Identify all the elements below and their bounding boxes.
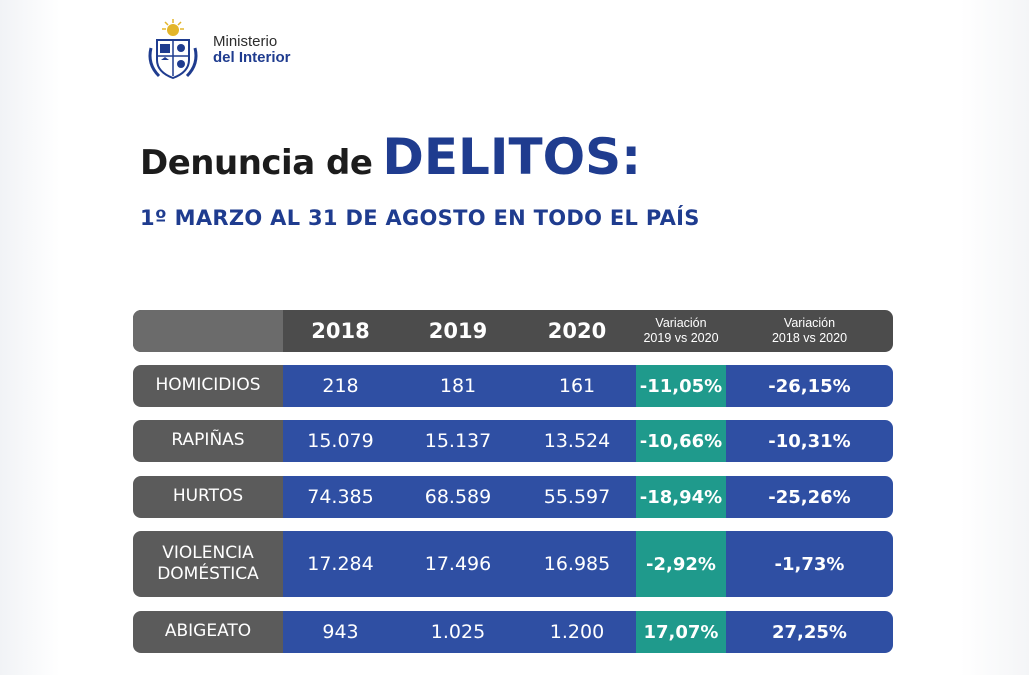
- cell-variation-19-20: -10,66%: [636, 420, 726, 462]
- cell-2020: 55.597: [518, 476, 636, 518]
- row-label: RAPIÑAS: [133, 420, 283, 462]
- brand-line-1: Ministerio: [213, 32, 278, 50]
- row-label: VIOLENCIA DOMÉSTICA: [133, 531, 283, 597]
- table-row: HURTOS 74.385 68.589 55.597 -18,94% -25,…: [133, 476, 893, 518]
- header-2018: 2018: [311, 319, 370, 343]
- row-label: HOMICIDIOS: [133, 365, 283, 407]
- chart-title: Denuncia de DELITOS:: [140, 128, 641, 186]
- cell-2018: 218: [283, 365, 398, 407]
- header-variation-label: Variación: [783, 316, 836, 330]
- cell-2019: 15.137: [398, 420, 518, 462]
- cell-2018: 74.385: [283, 476, 398, 518]
- header-variation-18-20: Variación 2018 vs 2020: [726, 310, 893, 352]
- header-blank-cell: [133, 310, 283, 352]
- background-fade-right: [960, 0, 1029, 675]
- header-variation-sub: 2018 vs 2020: [771, 331, 848, 345]
- header-variation-sub: 2019 vs 2020: [643, 331, 719, 345]
- table-row: ABIGEATO 943 1.025 1.200 17,07% 27,25%: [133, 611, 893, 653]
- cell-variation-19-20: -11,05%: [636, 365, 726, 407]
- cell-variation-18-20: -1,73%: [726, 531, 893, 597]
- title-emphasis: DELITOS:: [382, 128, 642, 186]
- cell-2019: 1.025: [398, 611, 518, 653]
- coat-of-arms-icon: [148, 19, 198, 80]
- cell-2019: 17.496: [398, 531, 518, 597]
- cell-2020: 13.524: [518, 420, 636, 462]
- cell-2019: 68.589: [398, 476, 518, 518]
- cell-variation-19-20: -2,92%: [636, 531, 726, 597]
- brand-line-2: del Interior: [213, 49, 291, 66]
- header-variation-label: Variación: [655, 316, 707, 330]
- cell-variation-19-20: -18,94%: [636, 476, 726, 518]
- chart-subtitle: 1º MARZO AL 31 DE AGOSTO EN TODO EL PAÍS: [140, 206, 700, 230]
- row-label: HURTOS: [133, 476, 283, 518]
- cell-variation-18-20: -25,26%: [726, 476, 893, 518]
- cell-2019: 181: [398, 365, 518, 407]
- cell-variation-18-20: -26,15%: [726, 365, 893, 407]
- cell-2018: 15.079: [283, 420, 398, 462]
- header-2019: 2019: [428, 319, 488, 343]
- table-row: HOMICIDIOS 218 181 161 -11,05% -26,15%: [133, 365, 893, 407]
- row-label: ABIGEATO: [133, 611, 283, 653]
- row-label-line-1: VIOLENCIA: [162, 542, 254, 563]
- table-header-row: 2018 2019 2020 Variación 2019 vs 2020 Va…: [133, 310, 893, 352]
- cell-2020: 16.985: [518, 531, 636, 597]
- cell-2020: 1.200: [518, 611, 636, 653]
- title-prefix: Denuncia de: [140, 143, 373, 183]
- cell-variation-18-20: 27,25%: [726, 611, 893, 653]
- background-fade-left: [0, 0, 60, 675]
- table-row: VIOLENCIA DOMÉSTICA 17.284 17.496 16.985…: [133, 531, 893, 597]
- ministry-logo: Ministerio del Interior: [143, 18, 291, 82]
- cell-2020: 161: [518, 365, 636, 407]
- table-row: RAPIÑAS 15.079 15.137 13.524 -10,66% -10…: [133, 420, 893, 462]
- cell-2018: 943: [283, 611, 398, 653]
- row-label-line-2: DOMÉSTICA: [157, 564, 259, 584]
- cell-variation-18-20: -10,31%: [726, 420, 893, 462]
- header-2020: 2020: [547, 319, 607, 343]
- header-variation-19-20: Variación 2019 vs 2020: [636, 310, 726, 352]
- cell-2018: 17.284: [283, 531, 398, 597]
- cell-variation-19-20: 17,07%: [636, 611, 726, 653]
